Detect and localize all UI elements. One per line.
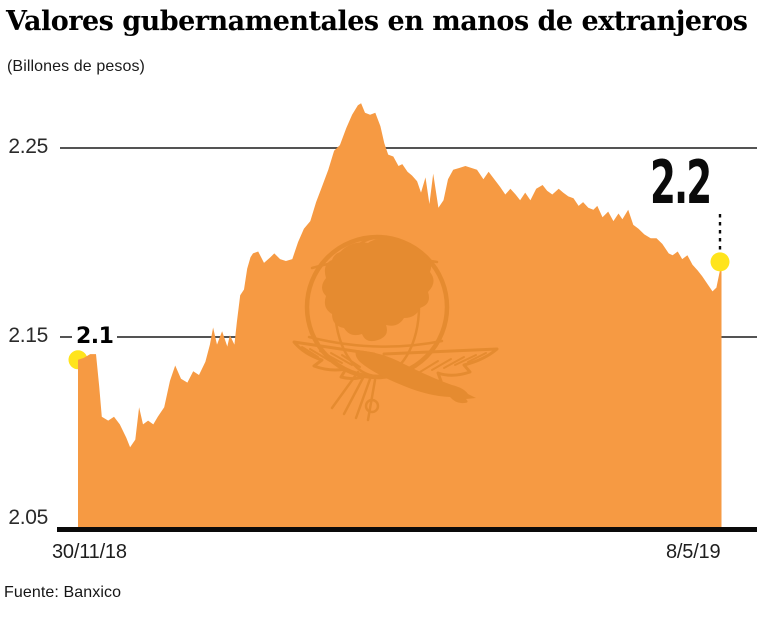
eagle-globe-watermark-icon bbox=[292, 234, 499, 422]
watermark-eagle-tail bbox=[330, 370, 377, 422]
x-tick-end-date: 8/5/19 bbox=[666, 541, 721, 563]
watermark-latitude-lower bbox=[307, 335, 444, 348]
y-tick-2-05: 2.05 bbox=[8, 506, 48, 529]
watermark-continent bbox=[322, 239, 434, 342]
watermark-eagle-body bbox=[355, 350, 476, 404]
end-marker bbox=[710, 252, 730, 272]
watermark-eagle-left-wing-hatching bbox=[301, 346, 361, 368]
chart-subtitle: (Billones de pesos) bbox=[7, 58, 145, 75]
end-value-annotation: 2.2 bbox=[649, 148, 712, 218]
watermark-eagle-right-wing-hatching bbox=[419, 352, 487, 373]
y-tick-2-15: 2.15 bbox=[8, 324, 48, 347]
source-credit: Fuente: Banxico bbox=[4, 584, 122, 601]
y-tick-2-25: 2.25 bbox=[8, 135, 48, 158]
watermark-eagle-talon bbox=[364, 398, 380, 414]
x-tick-start-date: 30/11/18 bbox=[52, 541, 127, 563]
chart-title: Valores gubernamentales en manos de extr… bbox=[6, 6, 748, 37]
start-value-annotation: 2.1 bbox=[72, 323, 118, 350]
